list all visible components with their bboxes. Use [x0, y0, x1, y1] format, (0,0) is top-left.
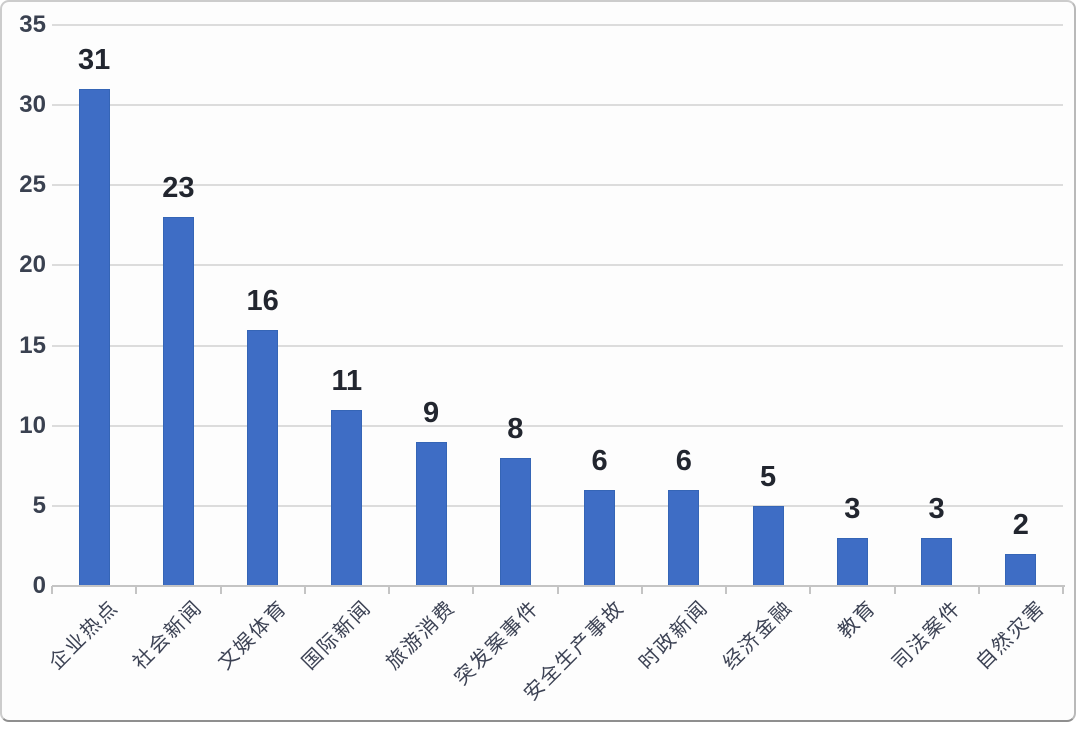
value-label-16: 16: [246, 284, 279, 317]
x-tick-mark: [809, 586, 812, 594]
y-tick-label-30: 30: [19, 91, 46, 119]
x-tick-mark: [135, 586, 138, 594]
bar-经济金融: [752, 505, 784, 586]
value-label-6: 6: [591, 444, 608, 477]
y-tick-label-35: 35: [19, 11, 46, 38]
x-tick-mark: [388, 586, 390, 594]
value-label-23: 23: [162, 172, 195, 205]
value-label-3: 3: [844, 492, 861, 525]
bar-chart: 0 5 10 15 20 25 30 35 31 23 16 11 9 8 6 6 5 3 3 2 企业热点 社会新闻…: [2, 2, 1080, 728]
x-tick-mark: [472, 586, 475, 594]
x-tick-mark: [303, 586, 306, 594]
bar-文娱体育: [247, 329, 279, 586]
value-label-6: 6: [675, 444, 692, 477]
x-tick-mark: [1062, 586, 1064, 594]
chart-frame: 0 5 10 15 20 25 30 35 31 23 16 11 9 8 6 6 5 3 3 2 企业热点 社会新闻…: [0, 0, 1076, 722]
bar-旅游消费: [415, 441, 447, 586]
x-tick-label-教育: 教育: [834, 596, 882, 644]
bar-教育: [836, 537, 868, 586]
bar-自然灾害: [1005, 553, 1037, 586]
value-label-9: 9: [423, 396, 440, 429]
x-tick-mark: [219, 586, 222, 594]
value-label-2: 2: [1012, 508, 1029, 541]
bar-社会新闻: [162, 217, 194, 586]
y-tick-label-0: 0: [32, 572, 46, 599]
x-tick-mark: [640, 586, 643, 594]
x-tick-mark: [556, 586, 559, 594]
value-label-3: 3: [928, 492, 945, 525]
value-label-8: 8: [507, 412, 524, 445]
gridline-30: [52, 104, 1063, 107]
x-axis-line: [52, 585, 1065, 587]
x-tick-label-旅游消费: 旅游消费: [382, 596, 461, 675]
x-tick-label-自然灾害: 自然灾害: [972, 596, 1050, 675]
x-tick-label-司法案件: 司法案件: [887, 596, 966, 675]
y-tick-label-25: 25: [19, 171, 46, 199]
y-tick-label-20: 20: [19, 251, 46, 279]
gridline-15: [52, 344, 1063, 347]
value-label-11: 11: [331, 364, 363, 397]
x-tick-mark: [725, 586, 727, 594]
x-tick-label-国际新闻: 国际新闻: [298, 596, 376, 675]
gridline-5: [52, 504, 1063, 507]
x-tick-mark: [893, 586, 896, 594]
y-tick-label-15: 15: [19, 331, 46, 359]
bar-司法案件: [921, 537, 953, 586]
gridline-10: [52, 424, 1063, 427]
x-tick-label-时政新闻: 时政新闻: [635, 596, 713, 675]
bar-安全生产事故: [584, 489, 616, 586]
x-tick-mark: [51, 586, 53, 594]
gridline-25: [52, 184, 1063, 187]
gridline-20: [52, 264, 1063, 267]
bar-突发案事件: [499, 457, 531, 586]
bar-国际新闻: [331, 409, 363, 586]
y-tick-label-5: 5: [32, 491, 46, 519]
x-tick-label-经济金融: 经济金融: [719, 596, 798, 675]
x-tick-label-文娱体育: 文娱体育: [213, 596, 292, 675]
x-tick-mark: [977, 586, 980, 594]
value-label-31: 31: [77, 44, 111, 77]
x-tick-label-安全生产事故: 安全生产事故: [519, 596, 629, 706]
bar-企业热点: [78, 89, 110, 586]
gridline-35: [52, 24, 1063, 26]
x-tick-label-社会新闻: 社会新闻: [129, 596, 208, 675]
x-tick-label-突发案事件: 突发案事件: [451, 596, 545, 690]
value-label-5: 5: [760, 460, 777, 493]
y-tick-label-10: 10: [19, 411, 46, 439]
bar-时政新闻: [668, 489, 700, 586]
